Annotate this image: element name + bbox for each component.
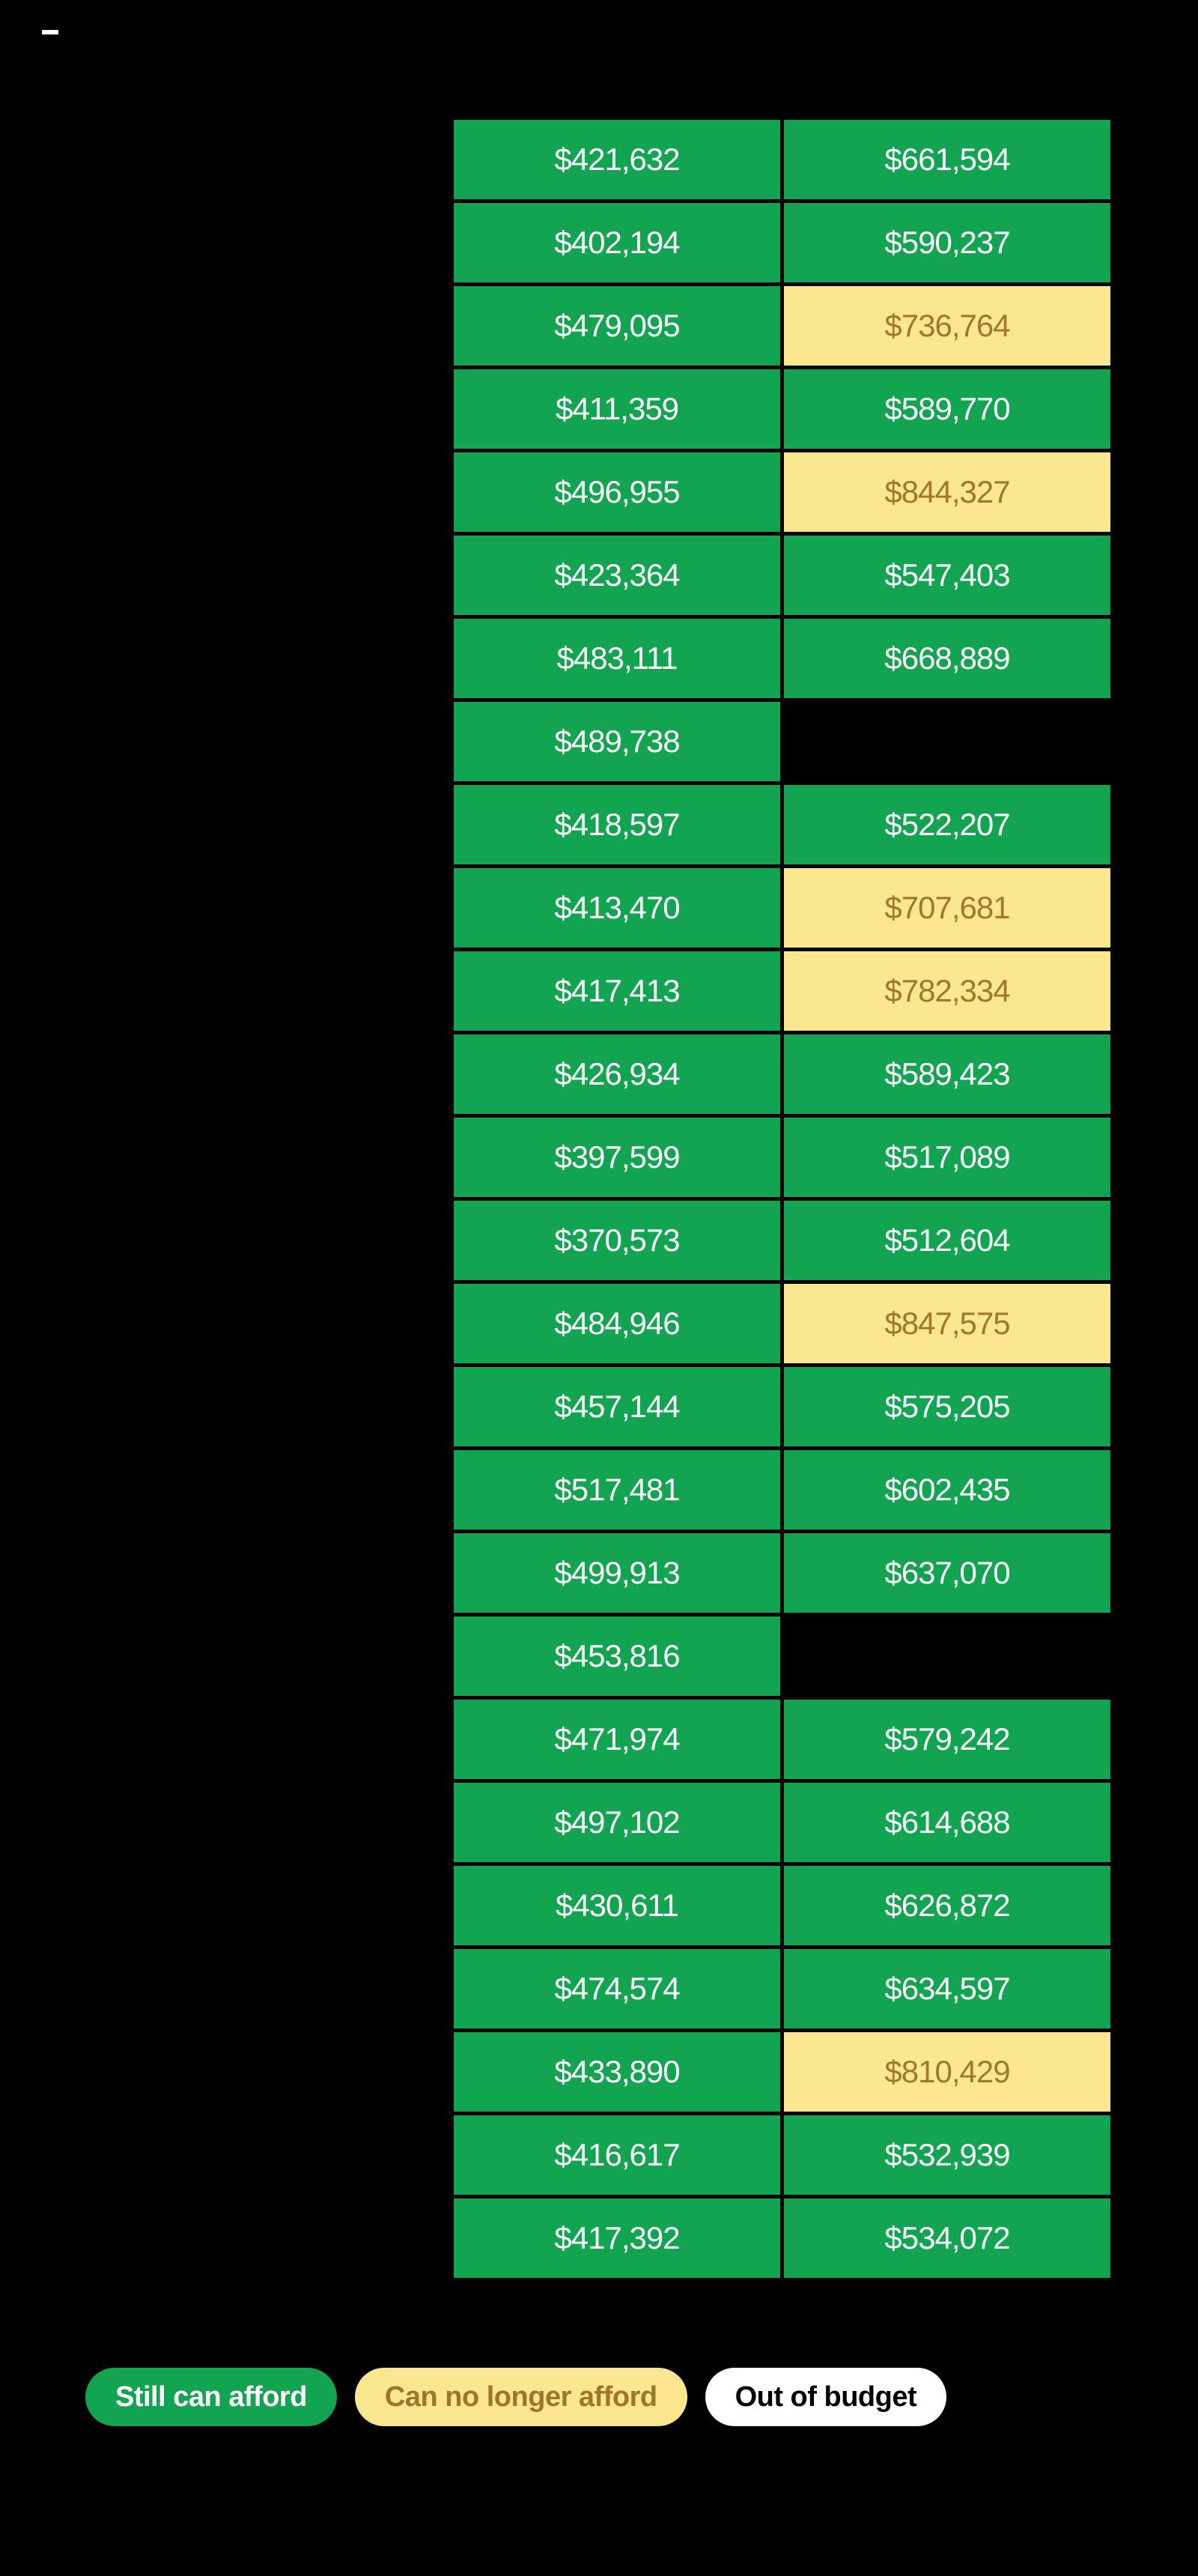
- price-cell-col1: $457,144: [454, 1367, 780, 1446]
- price-cell-col1: $484,946: [454, 1284, 780, 1363]
- price-cell-col1: $402,194: [454, 203, 780, 282]
- top-dash-mark: [42, 30, 58, 34]
- legend-can-no-longer-afford: Can no longer afford: [355, 2368, 687, 2426]
- table-row: $418,597$522,207: [454, 785, 1113, 864]
- price-cell-col2: $637,070: [784, 1533, 1110, 1613]
- table-row: $421,632$661,594: [454, 120, 1113, 199]
- price-cell-col1: $413,470: [454, 868, 780, 948]
- price-cell-col1: $479,095: [454, 286, 780, 366]
- price-cell-col1: $426,934: [454, 1034, 780, 1114]
- table-row: $453,816: [454, 1616, 1113, 1696]
- price-cell-col2: $707,681: [784, 868, 1110, 948]
- table-row: $417,413$782,334: [454, 951, 1113, 1031]
- price-cell-col1: $423,364: [454, 536, 780, 615]
- price-cell-col2: $589,770: [784, 369, 1110, 449]
- price-cell-col2: $844,327: [784, 452, 1110, 532]
- table-row: $416,617$532,939: [454, 2115, 1113, 2195]
- price-cell-col1: $370,573: [454, 1201, 780, 1280]
- price-cell-col2: $512,604: [784, 1201, 1110, 1280]
- price-cell-col1: $499,913: [454, 1533, 780, 1613]
- table-row: $479,095$736,764: [454, 286, 1113, 366]
- price-cell-col1: $433,890: [454, 2032, 780, 2112]
- affordability-table-page: $421,632$661,594$402,194$590,237$479,095…: [0, 0, 1198, 2576]
- table-row: $474,574$634,597: [454, 1949, 1113, 2028]
- price-cell-col1: $453,816: [454, 1616, 780, 1696]
- legend-out-of-budget: Out of budget: [705, 2368, 947, 2426]
- price-cell-col1: $430,611: [454, 1866, 780, 1945]
- table-row: $517,481$602,435: [454, 1450, 1113, 1530]
- price-cell-col2: $661,594: [784, 120, 1110, 199]
- table-row: $499,913$637,070: [454, 1533, 1113, 1613]
- price-cell-col1: $471,974: [454, 1700, 780, 1779]
- legend: Still can afford Can no longer afford Ou…: [85, 2368, 1198, 2426]
- price-cell-col1: $496,955: [454, 452, 780, 532]
- price-cell-col2: $602,435: [784, 1450, 1110, 1530]
- table-row: $471,974$579,242: [454, 1700, 1113, 1779]
- table-row: $426,934$589,423: [454, 1034, 1113, 1114]
- table-row: $402,194$590,237: [454, 203, 1113, 282]
- price-cell-col2: $522,207: [784, 785, 1110, 864]
- table-row: $496,955$844,327: [454, 452, 1113, 532]
- price-cell-col1: $421,632: [454, 120, 780, 199]
- price-cell-col1: $418,597: [454, 785, 780, 864]
- price-cell-col2: $668,889: [784, 619, 1110, 698]
- price-cell-col2: $517,089: [784, 1118, 1110, 1197]
- price-cell-col1: $416,617: [454, 2115, 780, 2195]
- table-row: $417,392$534,072: [454, 2198, 1113, 2278]
- price-cell-col1: $489,738: [454, 702, 780, 781]
- table-row: $483,111$668,889: [454, 619, 1113, 698]
- legend-still-can-afford: Still can afford: [85, 2368, 337, 2426]
- table-row: $484,946$847,575: [454, 1284, 1113, 1363]
- price-cell-col2: $847,575: [784, 1284, 1110, 1363]
- price-cell-col1: $517,481: [454, 1450, 780, 1530]
- table-row: $489,738: [454, 702, 1113, 781]
- price-cell-col2: $547,403: [784, 536, 1110, 615]
- price-cell-col1: $417,392: [454, 2198, 780, 2278]
- price-cell-col2: $532,939: [784, 2115, 1110, 2195]
- price-cell-col2: $626,872: [784, 1866, 1110, 1945]
- price-cell-col1: $474,574: [454, 1949, 780, 2028]
- table-row: $411,359$589,770: [454, 369, 1113, 449]
- price-cell-col2: $575,205: [784, 1367, 1110, 1446]
- table-row: $370,573$512,604: [454, 1201, 1113, 1280]
- price-table: $421,632$661,594$402,194$590,237$479,095…: [454, 120, 1113, 2278]
- price-cell-col1: $397,599: [454, 1118, 780, 1197]
- table-row: $397,599$517,089: [454, 1118, 1113, 1197]
- price-cell-col1: $483,111: [454, 619, 780, 698]
- price-cell-col1: $417,413: [454, 951, 780, 1031]
- price-cell-col1: $497,102: [454, 1783, 780, 1862]
- price-cell-col2: $736,764: [784, 286, 1110, 366]
- table-row: $423,364$547,403: [454, 536, 1113, 615]
- price-cell-col2: $810,429: [784, 2032, 1110, 2112]
- table-row: $457,144$575,205: [454, 1367, 1113, 1446]
- table-row: $497,102$614,688: [454, 1783, 1113, 1862]
- price-cell-col2: $634,597: [784, 1949, 1110, 2028]
- price-cell-col2: $614,688: [784, 1783, 1110, 1862]
- price-cell-col2: $579,242: [784, 1700, 1110, 1779]
- price-cell-col2: $782,334: [784, 951, 1110, 1031]
- price-cell-col1: $411,359: [454, 369, 780, 449]
- price-cell-col2: $589,423: [784, 1034, 1110, 1114]
- price-cell-col2: $534,072: [784, 2198, 1110, 2278]
- price-cell-col2: $590,237: [784, 203, 1110, 282]
- table-row: $430,611$626,872: [454, 1866, 1113, 1945]
- table-row: $413,470$707,681: [454, 868, 1113, 948]
- table-row: $433,890$810,429: [454, 2032, 1113, 2112]
